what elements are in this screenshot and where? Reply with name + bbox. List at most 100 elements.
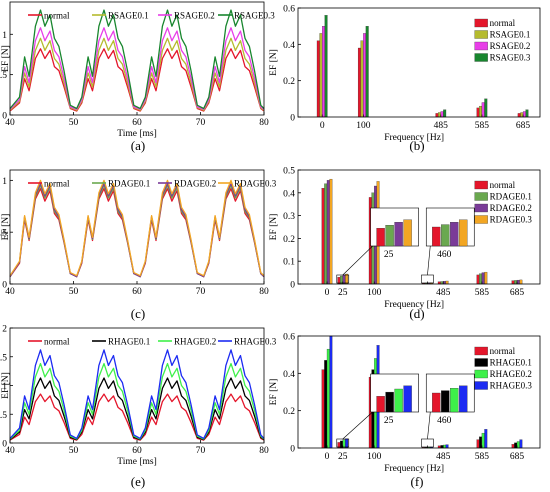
- panel-label-f: (f): [411, 474, 424, 489]
- bar-d-485-3: [445, 280, 449, 285]
- bar-b-685-3: [525, 109, 529, 118]
- bar-f-685-2: [516, 441, 520, 449]
- inset-bar-d-0-1: [385, 225, 394, 247]
- x-tick-label-d: 685: [510, 288, 525, 298]
- bar-b-0-0: [316, 40, 320, 118]
- y-tick-label-f: 0.2: [283, 407, 295, 417]
- y-tick-label-e: 1.5: [0, 353, 7, 363]
- bar-b-0-2: [322, 26, 325, 118]
- y-tick-label-d: 0.4: [283, 189, 295, 199]
- x-tick-label-a: 80: [259, 118, 269, 128]
- series-line-c-3: [9, 179, 265, 277]
- legend-entry-d-1: RDAGE0.1: [490, 192, 532, 202]
- bar-b-685-2: [522, 111, 526, 118]
- legend-entry-c-3: RDAGE0.3: [234, 179, 277, 189]
- zoom-connector-f-0: [342, 411, 373, 440]
- panel-label-c: (c): [131, 306, 145, 321]
- bar-f-685-0: [511, 444, 515, 449]
- inset-bar-d-0-0: [376, 228, 385, 247]
- inset-bar-d-1-1: [441, 224, 450, 247]
- bar-f-25-3: [345, 438, 349, 449]
- legend-entry-a-3: RSAGE0.3: [234, 11, 275, 21]
- panel-label-e: (e): [131, 474, 145, 489]
- bar-d-685-2: [516, 279, 520, 285]
- y-tick-label-d: 0.5: [283, 167, 295, 177]
- legend-entry-c-2: RDAGE0.2: [174, 179, 216, 189]
- inset-label-f-1: 460: [437, 416, 452, 426]
- legend-swatch-b-2: [474, 41, 488, 51]
- series-line-e-3: [9, 349, 265, 440]
- bar-b-100-1: [360, 40, 364, 118]
- y-tick-label-f: 0.6: [283, 333, 295, 343]
- x-tick-label-c: 50: [69, 287, 79, 297]
- x-tick-label-d: 0: [325, 288, 330, 298]
- inset-bar-d-1-0: [432, 226, 441, 247]
- inset-bar-f-0-0: [376, 396, 385, 413]
- x-tick-label-e: 40: [5, 446, 15, 456]
- x-axis-label-f: Frequency [Hz]: [384, 464, 444, 474]
- bar-f-0-0: [321, 369, 325, 449]
- y-tick-label-a: 0.5: [0, 71, 7, 81]
- y-tick-label-b: 0.4: [283, 41, 295, 51]
- x-tick-label-f: 685: [510, 452, 525, 462]
- plot-background-b: [298, 8, 540, 117]
- legend-entry-e-2: RHAGE0.2: [174, 337, 216, 347]
- legend-entry-b-0: normal: [490, 18, 516, 28]
- bar-f-585-3: [484, 429, 488, 449]
- x-tick-label-b: 685: [516, 121, 531, 131]
- legend-entry-d-3: RDAGE0.3: [490, 215, 533, 225]
- bar-d-0-1: [324, 183, 328, 285]
- inset-label-f-0: 25: [384, 416, 394, 426]
- legend-swatch-f-3: [474, 381, 488, 390]
- bar-f-0-2: [326, 348, 330, 449]
- y-tick-label-e: 0.5: [0, 411, 7, 421]
- y-tick-label-e: 1: [2, 382, 7, 392]
- y-tick-label-c: 0: [2, 281, 7, 291]
- legend-swatch-d-2: [474, 203, 488, 213]
- x-tick-label-b: 485: [434, 121, 449, 131]
- bar-b-485-3: [443, 109, 447, 118]
- bar-d-485-2: [443, 281, 446, 285]
- x-tick-label-e: 50: [69, 446, 79, 456]
- chart-panel-a: 40 50 60 70 80 0 0.5 1 EF [N] Time [ms] normal RSAG…: [0, 1, 275, 139]
- legend-entry-c-1: RDAGE0.1: [108, 179, 150, 189]
- y-axis-label-b: EF [N]: [269, 49, 279, 76]
- legend-entry-c-0: normal: [44, 179, 70, 189]
- legend-entry-b-3: RSAGE0.3: [490, 53, 531, 63]
- bar-b-585-1: [479, 105, 483, 118]
- bar-f-685-1: [514, 442, 518, 449]
- x-tick-label-e: 60: [132, 446, 142, 456]
- plot-frame-d: [297, 169, 541, 285]
- y-tick-label-b: 0: [290, 114, 295, 124]
- x-tick-label-c: 60: [132, 287, 142, 297]
- bar-f-0-1: [324, 360, 328, 449]
- inset-bar-d-1-2: [450, 222, 459, 247]
- y-tick-label-d: 0.1: [283, 258, 295, 268]
- legend-entry-e-1: RHAGE0.1: [108, 337, 150, 347]
- legend-entry-e-0: normal: [44, 337, 70, 347]
- plot-background-d: [298, 170, 540, 284]
- legend-entry-b-2: RSAGE0.2: [490, 41, 531, 51]
- y-tick-label-b: 0.6: [283, 5, 295, 15]
- series-line-a-0: [9, 48, 265, 112]
- y-tick-label-c: 0.5: [0, 229, 7, 239]
- x-tick-label-d: 485: [436, 288, 451, 298]
- bar-d-0-0: [321, 188, 325, 285]
- y-tick-label-e: 2: [2, 325, 7, 335]
- series-line-a-1: [9, 37, 265, 111]
- y-tick-label-d: 0: [290, 281, 295, 291]
- zoom-connector-d-0: [342, 245, 373, 276]
- legend-entry-a-0: normal: [44, 11, 70, 21]
- bar-d-0-2: [326, 180, 330, 285]
- bar-d-585-1: [479, 273, 483, 285]
- legend-swatch-b-3: [474, 53, 488, 62]
- legend-entry-d-2: RDAGE0.2: [490, 203, 532, 213]
- inset-bar-f-1-1: [441, 390, 450, 413]
- inset-bar-d-0-2: [394, 222, 403, 247]
- legend-entry-d-0: normal: [490, 180, 516, 190]
- panel-label-a: (a): [131, 138, 145, 153]
- inset-bar-f-0-2: [394, 388, 403, 413]
- y-tick-label-b: 0.2: [283, 77, 295, 87]
- x-axis-label-e: Time [ms]: [117, 457, 157, 467]
